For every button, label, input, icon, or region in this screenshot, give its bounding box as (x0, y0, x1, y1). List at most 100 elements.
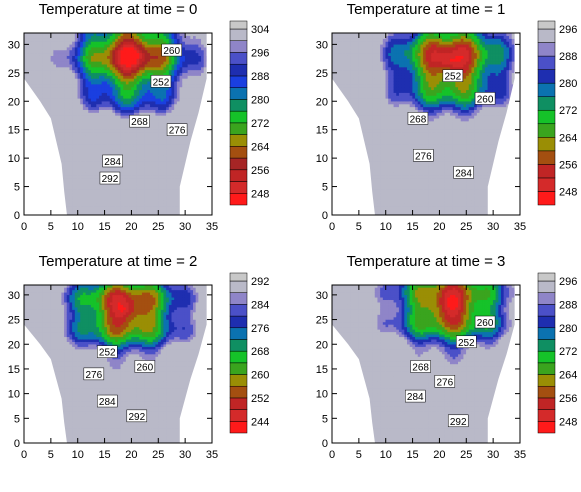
plot-frame (331, 284, 521, 444)
colorbar-label: 272 (251, 118, 269, 130)
colorbar-swatch (229, 350, 248, 364)
colorbar-swatch (229, 292, 248, 305)
colorbar-swatch (537, 109, 556, 125)
colorbar-swatch (229, 110, 248, 124)
colorbar-swatch (537, 292, 556, 305)
contour-panel: Temperature at time = 2 0 5 10 15 20 25 30 35 0 5 1… (8, 253, 270, 461)
colorbar: 248 256 264 272 280 288 296 (537, 20, 577, 206)
y-tick-label: 20 (316, 339, 328, 351)
colorbar-swatch (537, 164, 556, 179)
domain-mask (24, 33, 212, 215)
colorbar-label: 272 (559, 105, 577, 117)
colorbar-swatch (537, 315, 556, 329)
contour-label: 260 (474, 315, 496, 329)
colorbar-label: 256 (251, 165, 269, 177)
x-tick-label: 25 (460, 221, 472, 233)
y-tick-label: 20 (316, 96, 328, 108)
svg-text:260: 260 (163, 46, 180, 57)
colorbar-swatch (229, 339, 248, 352)
domain-mask (332, 33, 520, 215)
y-tick-label: 15 (316, 125, 328, 137)
colorbar-label: 276 (251, 323, 269, 335)
colorbar-swatch (537, 177, 556, 192)
colorbar-swatch (537, 327, 556, 340)
colorbar-swatch (229, 75, 248, 88)
panel-title: Temperature at time = 1 (347, 1, 506, 18)
svg-text:268: 268 (131, 117, 148, 128)
contour-label: 268 (407, 112, 429, 125)
colorbar-swatch (537, 69, 556, 84)
contour-label: 268 (410, 360, 431, 373)
y-tick-label: 0 (14, 210, 20, 222)
y-tick-label: 30 (316, 290, 328, 302)
colorbar-swatch (229, 169, 248, 182)
contour-label: 276 (434, 375, 456, 388)
colorbar-swatch (537, 191, 556, 206)
x-tick-label: 25 (152, 221, 164, 233)
colorbar-swatch (537, 55, 556, 70)
contour-label: 260 (134, 360, 156, 373)
contour-label: 276 (83, 367, 105, 381)
svg-text:292: 292 (102, 174, 119, 185)
contour-label: 268 (129, 114, 150, 128)
colorbar-swatch (229, 87, 248, 100)
x-tick-label: 35 (514, 449, 526, 461)
x-tick-label: 30 (487, 221, 499, 233)
x-tick-label: 5 (48, 221, 54, 233)
x-tick-label: 5 (356, 449, 362, 461)
x-tick-label: 10 (72, 449, 84, 461)
contour-label: 284 (453, 166, 474, 179)
colorbar-label: 264 (559, 370, 577, 382)
contour-label: 284 (97, 394, 118, 408)
colorbar-swatch (229, 315, 248, 329)
colorbar-cap (229, 272, 248, 282)
svg-text:252: 252 (153, 77, 170, 88)
colorbar-swatch (537, 304, 556, 317)
colorbar-swatch (229, 40, 248, 53)
colorbar-label: 256 (559, 159, 577, 171)
domain-mask (24, 285, 212, 443)
svg-text:284: 284 (104, 157, 121, 168)
x-tick-label: 35 (206, 449, 218, 461)
y-tick-label: 20 (8, 339, 20, 351)
colorbar-label: 256 (559, 393, 577, 405)
x-tick-label: 0 (329, 221, 335, 233)
colorbar-label: 288 (251, 71, 269, 83)
contour-label: 276 (413, 149, 434, 162)
colorbar-swatch (537, 123, 556, 138)
colorbar-label: 304 (251, 24, 269, 36)
colorbar-label: 280 (251, 94, 269, 106)
contour-label: 284 (405, 389, 426, 403)
x-tick-label: 15 (98, 449, 110, 461)
colorbar-swatch (229, 421, 248, 434)
domain-mask (332, 285, 520, 443)
colorbar-swatch (537, 150, 556, 165)
colorbar-swatch (229, 304, 248, 317)
colorbar-label: 268 (251, 346, 269, 358)
colorbar-swatch (229, 99, 248, 112)
colorbar-label: 248 (251, 188, 269, 200)
colorbar-swatch (229, 181, 248, 194)
colorbar-label: 280 (559, 78, 577, 90)
y-tick-label: 0 (322, 438, 328, 450)
colorbar-swatch (229, 122, 248, 135)
plot-frame (331, 32, 521, 216)
x-tick-label: 30 (487, 449, 499, 461)
colorbar-swatch (229, 52, 248, 65)
contour-label: 260 (161, 43, 182, 57)
x-tick-label: 15 (98, 221, 110, 233)
x-tick-label: 30 (179, 449, 191, 461)
colorbar-swatch (229, 409, 248, 422)
colorbar: 248 256 264 272 280 288 296 304 (229, 20, 269, 206)
colorbar-swatch (229, 146, 248, 159)
colorbar-swatch (229, 28, 248, 41)
colorbar-label: 296 (559, 24, 577, 36)
colorbar-cap (537, 20, 556, 30)
colorbar: 244 252 260 268 276 284 292 (229, 272, 269, 434)
x-tick-label: 5 (356, 221, 362, 233)
colorbar-swatch (537, 28, 556, 43)
colorbar-label: 252 (251, 393, 269, 405)
colorbar-label: 260 (251, 370, 269, 382)
colorbar-label: 264 (251, 141, 269, 153)
